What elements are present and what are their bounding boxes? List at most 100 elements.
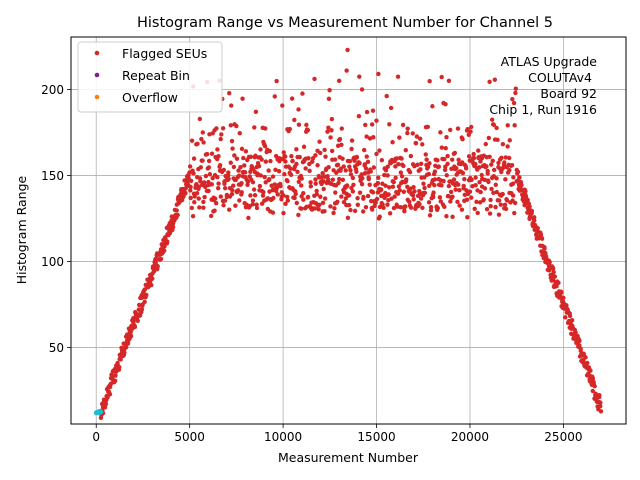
data-point (436, 164, 442, 169)
data-point (511, 175, 516, 180)
data-point (444, 173, 449, 178)
data-point (326, 125, 331, 130)
data-point (393, 164, 398, 169)
data-point (206, 188, 211, 194)
data-point (252, 125, 257, 130)
data-point (422, 190, 428, 195)
data-point (396, 184, 402, 189)
legend-label-overflow: Overflow (122, 90, 178, 105)
data-point (328, 135, 333, 140)
data-point (201, 140, 206, 145)
data-point (347, 164, 352, 169)
data-point (337, 136, 343, 142)
data-point (274, 78, 279, 84)
data-point (465, 126, 470, 132)
data-point (504, 198, 510, 203)
data-point (439, 74, 444, 80)
data-point (477, 200, 483, 205)
data-point (281, 193, 286, 198)
data-point (202, 180, 207, 185)
data-point (214, 126, 219, 131)
x-tick-label: 25000 (544, 430, 582, 444)
data-point (183, 190, 188, 196)
data-point (498, 202, 503, 207)
data-point (563, 315, 568, 320)
chart-title: Histogram Range vs Measurement Number fo… (137, 15, 553, 31)
data-point (473, 183, 478, 188)
baseline-point (98, 409, 104, 415)
data-point (206, 158, 212, 164)
y-tick-label: 50 (49, 341, 64, 355)
data-point (474, 199, 479, 205)
data-point (370, 207, 375, 212)
data-point (314, 192, 320, 197)
data-point (427, 183, 432, 188)
data-point (317, 202, 322, 207)
data-point (198, 165, 204, 170)
data-point (359, 182, 365, 187)
data-point (417, 202, 422, 207)
data-point (510, 193, 516, 198)
data-point (337, 176, 342, 182)
x-tick-label: 10000 (264, 430, 302, 444)
data-point (451, 177, 457, 182)
data-point (507, 138, 512, 143)
data-point (288, 172, 294, 177)
data-point (239, 180, 244, 186)
data-point (263, 126, 268, 131)
data-point (251, 166, 256, 171)
data-point (550, 266, 556, 271)
data-point (363, 122, 368, 128)
data-point (478, 189, 483, 195)
data-point (170, 224, 176, 230)
data-point (483, 141, 488, 147)
data-point (250, 198, 256, 203)
data-point (266, 168, 271, 173)
data-point (525, 197, 530, 203)
data-point (489, 186, 494, 192)
data-point (191, 171, 196, 176)
data-point (251, 187, 257, 192)
data-point (285, 198, 291, 203)
data-point (237, 131, 242, 136)
data-point (299, 183, 304, 188)
data-point (242, 170, 248, 175)
data-point (242, 163, 247, 168)
data-point (364, 154, 369, 159)
data-point (357, 74, 362, 79)
data-point (310, 159, 315, 164)
data-point (493, 204, 498, 210)
data-point (340, 156, 345, 161)
data-point (128, 333, 134, 339)
x-tick-label: 20000 (451, 430, 489, 444)
data-point (450, 214, 455, 220)
data-point (256, 163, 262, 169)
data-point (368, 169, 373, 174)
data-point (505, 123, 510, 128)
data-point (341, 164, 346, 169)
data-point (394, 156, 400, 161)
data-point (463, 166, 469, 171)
data-point (219, 132, 224, 137)
data-point (357, 161, 362, 166)
data-point (347, 158, 353, 164)
data-point (240, 96, 245, 101)
data-point (285, 194, 290, 200)
data-point (374, 151, 379, 157)
data-point (329, 128, 334, 133)
data-point (486, 135, 492, 141)
data-point (289, 96, 295, 101)
data-point (188, 184, 193, 190)
data-point (411, 197, 416, 202)
data-point (456, 157, 461, 163)
data-point (345, 47, 350, 53)
data-point (425, 124, 430, 130)
data-point (487, 79, 492, 84)
data-point (402, 209, 407, 214)
data-point (492, 77, 498, 82)
data-point (407, 169, 413, 175)
legend-marker-flagged-seus (94, 50, 100, 56)
data-point (432, 169, 438, 174)
data-point (142, 299, 147, 305)
data-point (261, 190, 266, 195)
